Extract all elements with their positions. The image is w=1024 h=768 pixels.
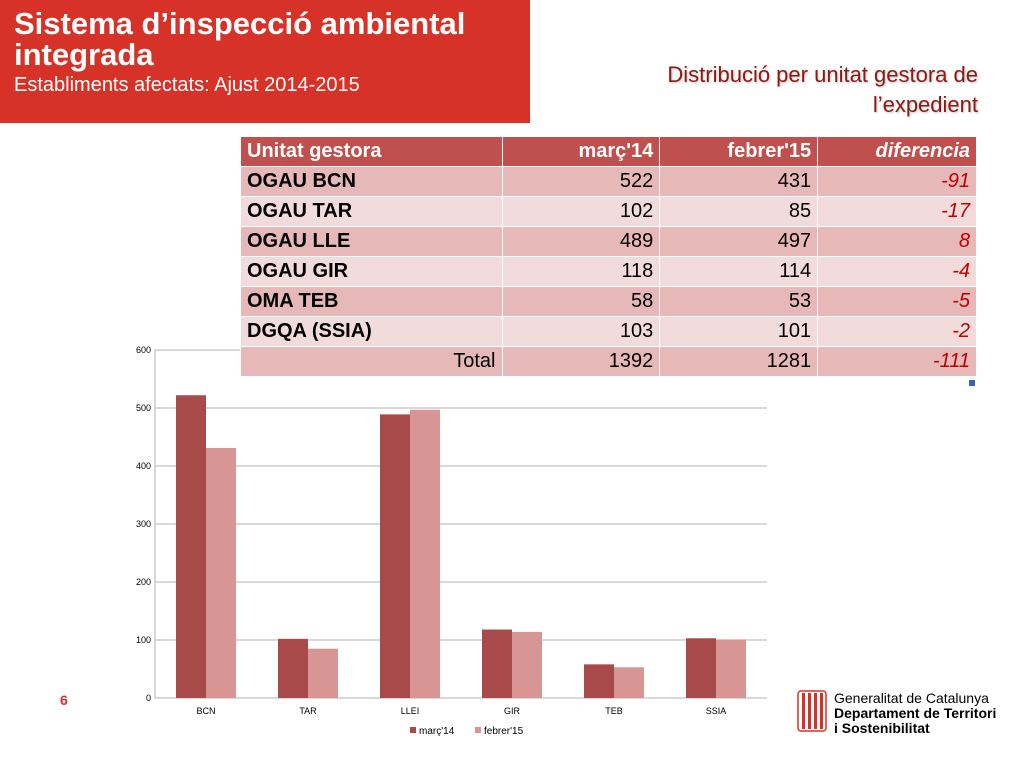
cell-diff: -91	[817, 166, 977, 197]
x-tick-label: SSIA	[706, 706, 727, 716]
bar-marc14-gir	[482, 629, 512, 698]
cell-marc14: 102	[501, 196, 661, 227]
table-row: OGAU TAR 102 85 -17	[240, 196, 977, 227]
cell-febrer15: 85	[659, 196, 819, 227]
y-tick-label: 600	[136, 345, 151, 355]
cell-marc14: 522	[501, 166, 661, 197]
y-tick-label: 300	[136, 519, 151, 529]
title-banner: Sistema d’inspecció ambiental integrada …	[0, 0, 530, 123]
x-tick-label: TAR	[299, 706, 317, 716]
cell-total-febrer15: 1281	[659, 346, 819, 377]
table-row: OGAU GIR 118 114 -4	[240, 256, 977, 287]
header-diferencia: diferencia	[817, 136, 977, 167]
legend-label: febrer'15	[484, 726, 524, 737]
page-title-line1: Sistema d’inspecció ambiental	[14, 6, 466, 41]
cell-febrer15: 431	[659, 166, 819, 197]
cell-diff: -17	[817, 196, 977, 227]
bar-marc14-ssia	[686, 638, 716, 698]
bar-marc14-llei	[380, 414, 410, 698]
y-tick-label: 400	[136, 461, 151, 471]
table-resize-handle	[969, 380, 975, 386]
senyera-emblem-icon	[797, 690, 827, 732]
cell-unit: OMA TEB	[240, 286, 503, 317]
header-unitat: Unitat gestora	[240, 136, 503, 167]
x-tick-label: TEB	[605, 706, 623, 716]
x-tick-label: GIR	[504, 706, 521, 716]
bar-chart: 0 100 200 300 400 500 600 BCN TAR LLEI GIR TEB SSIA m…	[136, 345, 767, 737]
header-febrer15: febrer'15	[659, 136, 819, 167]
x-tick-label: LLEI	[401, 706, 420, 716]
x-tick-label: BCN	[196, 706, 215, 716]
table-header-row: Unitat gestora març'14 febrer'15 diferen…	[240, 136, 977, 167]
cell-total-marc14: 1392	[501, 346, 661, 377]
legend-swatch	[475, 727, 481, 733]
bar-marc14-tar	[278, 638, 308, 698]
cell-febrer15: 53	[659, 286, 819, 317]
table-row: OGAU BCN 522 431 -91	[240, 166, 977, 197]
bar-marc14-teb	[584, 664, 614, 698]
cell-diff: 8	[817, 226, 977, 257]
cell-diff: -2	[817, 316, 977, 347]
bar-febrer15-tar	[308, 648, 338, 698]
cell-febrer15: 114	[659, 256, 819, 287]
table-row: OMA TEB 58 53 -5	[240, 286, 977, 317]
cell-marc14: 58	[501, 286, 661, 317]
cell-unit: DGQA (SSIA)	[240, 316, 503, 347]
cell-unit: OGAU TAR	[240, 196, 503, 227]
page-number: 6	[60, 692, 68, 708]
section-title-line2: l’expedient	[872, 92, 978, 117]
cell-diff: -5	[817, 286, 977, 317]
bar-febrer15-gir	[512, 631, 542, 698]
bar-marc14-bcn	[176, 395, 206, 698]
y-tick-label: 200	[136, 577, 151, 587]
legend-label: març'14	[419, 726, 455, 737]
cell-total-label: Total	[240, 346, 503, 377]
header-marc14: març'14	[501, 136, 661, 167]
legend-swatch	[410, 727, 416, 733]
cell-unit: OGAU LLE	[240, 226, 503, 257]
page-subtitle: Establiments afectats: Ajust 2014-2015	[14, 74, 360, 96]
bar-febrer15-ssia	[716, 639, 746, 698]
cell-total-diff: -111	[817, 346, 977, 377]
generalitat-logo: Generalitat de Catalunya Departament de …	[797, 689, 997, 737]
cell-febrer15: 497	[659, 226, 819, 257]
table-row: OGAU LLE 489 497 8	[240, 226, 977, 257]
cell-marc14: 489	[501, 226, 661, 257]
cell-unit: OGAU GIR	[240, 256, 503, 287]
y-tick-label: 0	[146, 693, 151, 703]
table-row: DGQA (SSIA) 103 101 -2	[240, 316, 977, 347]
bar-febrer15-llei	[410, 409, 440, 698]
logo-line2: Departament de Territori	[834, 705, 997, 721]
cell-marc14: 118	[501, 256, 661, 287]
bar-febrer15-teb	[614, 667, 644, 698]
page-title-line2: integrada	[14, 37, 154, 72]
bar-febrer15-bcn	[206, 448, 236, 698]
section-title-line1: Distribució per unitat gestora de	[667, 62, 978, 87]
cell-marc14: 103	[501, 316, 661, 347]
y-tick-label: 100	[136, 635, 151, 645]
table-total-row: Total 1392 1281 -111	[240, 346, 977, 377]
section-title: Distribució per unitat gestora de l’expe…	[578, 60, 978, 120]
logo-line1: Generalitat de Catalunya	[834, 690, 989, 706]
logo-line3: i Sostenibilitat	[834, 720, 930, 736]
cell-diff: -4	[817, 256, 977, 287]
data-table: Unitat gestora març'14 febrer'15 diferen…	[240, 136, 977, 377]
cell-febrer15: 101	[659, 316, 819, 347]
cell-unit: OGAU BCN	[240, 166, 503, 197]
y-tick-label: 500	[136, 403, 151, 413]
